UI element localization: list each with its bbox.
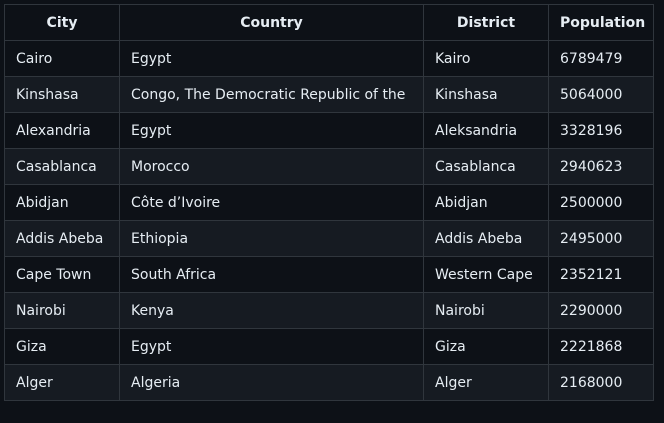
cell-country: South Africa [119,256,424,293]
header-district[interactable]: District [423,4,549,41]
cell-country: Morocco [119,148,424,185]
table-row: Cairo Egypt Kairo 6789479 [4,40,654,77]
cell-country: Algeria [119,364,424,401]
header-city[interactable]: City [4,4,120,41]
cell-city: Casablanca [4,148,120,185]
cell-country: Egypt [119,40,424,77]
cell-city: Alger [4,364,120,401]
cell-population: 2221868 [548,328,654,365]
cell-population: 2940623 [548,148,654,185]
results-table-container: City Country District Population Cairo E… [4,4,654,401]
table-row: Abidjan Côte d’Ivoire Abidjan 2500000 [4,184,654,221]
cell-city: Giza [4,328,120,365]
cell-country: Ethiopia [119,220,424,257]
cell-population: 2168000 [548,364,654,401]
table-row: Casablanca Morocco Casablanca 2940623 [4,148,654,185]
cell-city: Addis Abeba [4,220,120,257]
cell-country: Kenya [119,292,424,329]
results-table: City Country District Population Cairo E… [4,4,654,401]
header-population[interactable]: Population [548,4,654,41]
cell-district: Western Cape [423,256,549,293]
table-row: Nairobi Kenya Nairobi 2290000 [4,292,654,329]
cell-district: Aleksandria [423,112,549,149]
cell-city: Kinshasa [4,76,120,113]
cell-district: Addis Abeba [423,220,549,257]
cell-population: 5064000 [548,76,654,113]
cell-population: 2495000 [548,220,654,257]
cell-district: Casablanca [423,148,549,185]
cell-country: Egypt [119,328,424,365]
cell-population: 2500000 [548,184,654,221]
table-row: Alger Algeria Alger 2168000 [4,364,654,401]
cell-city: Nairobi [4,292,120,329]
cell-population: 2352121 [548,256,654,293]
cell-population: 6789479 [548,40,654,77]
cell-district: Alger [423,364,549,401]
cell-country: Congo, The Democratic Republic of the [119,76,424,113]
cell-country: Egypt [119,112,424,149]
table-row: Addis Abeba Ethiopia Addis Abeba 2495000 [4,220,654,257]
cell-district: Kairo [423,40,549,77]
cell-country: Côte d’Ivoire [119,184,424,221]
cell-district: Giza [423,328,549,365]
cell-city: Cairo [4,40,120,77]
cell-population: 2290000 [548,292,654,329]
cell-city: Cape Town [4,256,120,293]
table-row: Alexandria Egypt Aleksandria 3328196 [4,112,654,149]
cell-district: Nairobi [423,292,549,329]
table-row: Cape Town South Africa Western Cape 2352… [4,256,654,293]
cell-city: Abidjan [4,184,120,221]
header-row: City Country District Population [4,4,654,41]
cell-district: Kinshasa [423,76,549,113]
cell-city: Alexandria [4,112,120,149]
cell-district: Abidjan [423,184,549,221]
table-row: Kinshasa Congo, The Democratic Republic … [4,76,654,113]
cell-population: 3328196 [548,112,654,149]
header-country[interactable]: Country [119,4,424,41]
table-row: Giza Egypt Giza 2221868 [4,328,654,365]
